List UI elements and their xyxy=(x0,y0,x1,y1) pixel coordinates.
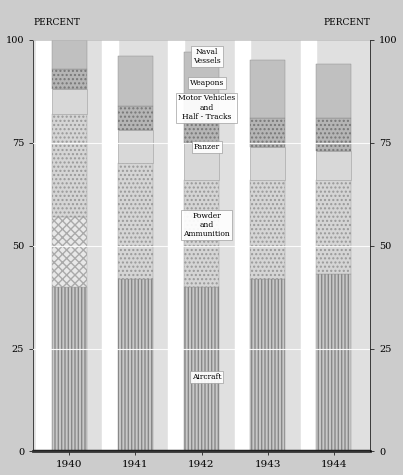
Text: Weapons: Weapons xyxy=(189,79,224,87)
Bar xyxy=(184,180,219,287)
Text: PERCENT: PERCENT xyxy=(34,19,81,28)
Bar xyxy=(36,40,52,451)
Bar xyxy=(184,52,219,114)
Bar xyxy=(102,40,118,451)
Bar xyxy=(316,151,351,180)
Text: Motor Vehicles
and
Half - Tracks: Motor Vehicles and Half - Tracks xyxy=(178,95,235,121)
Bar xyxy=(316,118,351,151)
Bar xyxy=(235,40,250,451)
Bar xyxy=(52,114,87,217)
Text: Naval
Vessels: Naval Vessels xyxy=(193,48,221,65)
Bar xyxy=(250,180,285,278)
Bar xyxy=(250,147,285,180)
Bar xyxy=(168,40,184,451)
Bar xyxy=(52,287,87,451)
Bar xyxy=(316,65,351,118)
Bar xyxy=(184,114,219,142)
Bar xyxy=(250,278,285,451)
Bar xyxy=(52,217,87,287)
Bar xyxy=(118,56,153,105)
Text: PERCENT: PERCENT xyxy=(323,19,370,28)
Bar xyxy=(118,163,153,278)
Bar xyxy=(301,40,316,451)
Bar xyxy=(118,105,153,130)
Bar xyxy=(118,130,153,163)
Bar xyxy=(52,40,87,68)
Bar xyxy=(118,278,153,451)
Bar xyxy=(316,180,351,275)
Bar xyxy=(250,118,285,147)
Bar xyxy=(184,142,219,180)
Bar xyxy=(250,60,285,118)
Text: Powder
and
Ammunition: Powder and Ammunition xyxy=(183,212,230,238)
Text: Panzer: Panzer xyxy=(194,143,220,151)
Text: Aircraft: Aircraft xyxy=(192,373,222,381)
Bar xyxy=(52,89,87,114)
Bar xyxy=(52,68,87,89)
Bar xyxy=(316,275,351,451)
Bar xyxy=(184,287,219,451)
